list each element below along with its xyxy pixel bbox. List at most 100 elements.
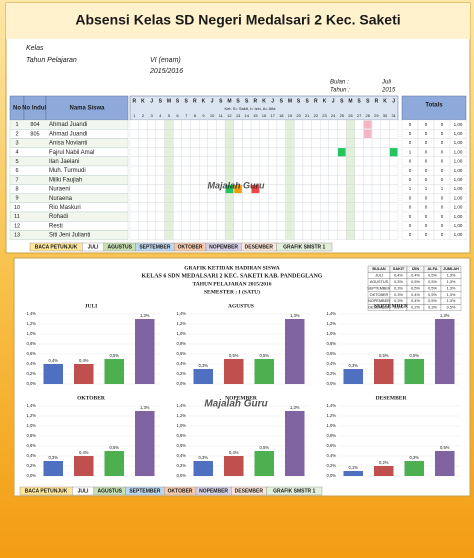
table-header: JUMLAH	[443, 267, 459, 271]
row-number: 3	[15, 140, 18, 146]
day-cell	[328, 129, 338, 139]
y-tick-label: 1,0%	[176, 423, 186, 428]
row-name: Muh. Turmudi	[49, 168, 86, 174]
total-value: 0	[441, 149, 444, 154]
table-value: SEPTEMBER	[367, 286, 391, 290]
total-value: 1,00	[454, 195, 463, 200]
day-cell	[216, 156, 226, 167]
day-cell	[328, 211, 338, 222]
day-cell	[181, 138, 191, 148]
y-tick-label: 0,8%	[176, 341, 186, 346]
day-cell	[311, 147, 321, 157]
day-number: 30	[383, 113, 388, 118]
day-cell	[147, 175, 157, 185]
day-number: 25	[340, 113, 345, 118]
value: 2015	[381, 88, 396, 94]
total-value: 0	[441, 232, 444, 237]
day-letter: K	[262, 98, 266, 104]
bar-value-label: 0,4%	[48, 358, 58, 363]
bar-value-label: 0,4%	[229, 450, 239, 455]
day-cell	[363, 202, 373, 213]
total-value: 0	[441, 177, 444, 182]
day-cell	[311, 193, 321, 203]
day-cell	[371, 175, 381, 185]
day-cell	[164, 193, 174, 203]
y-tick-label: 0,8%	[326, 433, 336, 438]
day-cell	[302, 138, 312, 148]
day-cell	[259, 221, 269, 231]
sheet-tab[interactable]	[276, 242, 333, 252]
total-value: 0	[409, 177, 412, 182]
total-value: 0	[441, 159, 444, 164]
day-letter: S	[219, 98, 223, 104]
day-cell	[190, 211, 200, 222]
day-cell	[233, 193, 243, 203]
day-cell	[328, 119, 338, 130]
day-cell	[147, 138, 157, 148]
y-tick-label: 1,4%	[26, 311, 36, 316]
sheet-tab-label: GRAFIK SMSTR 1	[283, 244, 325, 250]
total-value: 1	[441, 186, 444, 191]
chart-title: SEPTEMBER	[374, 303, 409, 309]
day-cell	[242, 211, 252, 222]
day-cell	[294, 184, 304, 194]
totals-header: Totals	[425, 103, 443, 109]
day-number: 31	[391, 113, 396, 118]
day-cell	[155, 129, 165, 139]
day-cell	[268, 129, 278, 139]
day-cell	[371, 138, 381, 148]
total-value: 0	[409, 140, 412, 145]
day-cell	[207, 230, 217, 240]
table-value: 0,4%	[411, 293, 420, 297]
day-cell	[138, 147, 148, 157]
sheet-tab-label: DESEMBER	[245, 244, 274, 250]
row-bg	[9, 221, 129, 231]
day-cell	[190, 156, 200, 167]
day-cell	[371, 129, 381, 139]
day-cell	[285, 165, 295, 176]
day-number: 17	[270, 113, 275, 118]
day-cell	[233, 129, 243, 139]
day-cell	[173, 202, 183, 213]
day-cell	[207, 129, 217, 139]
day-cell	[164, 211, 174, 222]
day-cell	[207, 156, 217, 167]
day-cell	[242, 138, 252, 148]
sheet-tab-label: JULI	[78, 488, 89, 494]
watermark: Majalah Guru	[204, 399, 267, 410]
day-cell	[354, 230, 364, 240]
bar-value-label: 1,3%	[140, 313, 150, 318]
day-cell	[345, 119, 355, 130]
day-cell	[207, 147, 217, 157]
total-value: 1,00	[454, 168, 463, 173]
day-cell	[268, 175, 278, 185]
day-cell	[242, 119, 252, 130]
total-value: 1,00	[454, 214, 463, 219]
day-cell	[380, 175, 390, 185]
day-cell	[147, 129, 157, 139]
day-cell	[259, 147, 269, 157]
total-value: 0	[441, 168, 444, 173]
sheet-tab-label: SEPTEMBER	[139, 244, 171, 250]
day-cell	[311, 230, 321, 240]
day-cell	[250, 202, 260, 213]
day-cell	[302, 193, 312, 203]
bar-value-label: 0,3%	[348, 363, 358, 368]
row-induk: 805	[30, 131, 39, 137]
header-cell	[45, 95, 129, 121]
day-cell	[345, 211, 355, 222]
sheet-tab[interactable]	[266, 486, 323, 496]
total-value: 0	[425, 131, 428, 136]
day-cell	[216, 221, 226, 231]
day-cell	[138, 138, 148, 148]
day-cell	[276, 165, 286, 176]
day-cell	[173, 156, 183, 167]
day-cell	[320, 119, 329, 130]
total-value: 0	[425, 195, 428, 200]
y-tick-label: 0,4%	[176, 361, 186, 366]
bar	[223, 456, 244, 476]
table-value: 0,5%	[428, 286, 437, 290]
day-cell	[337, 202, 347, 213]
bar-value-label: 0,5%	[379, 353, 389, 358]
day-cell	[233, 202, 243, 213]
